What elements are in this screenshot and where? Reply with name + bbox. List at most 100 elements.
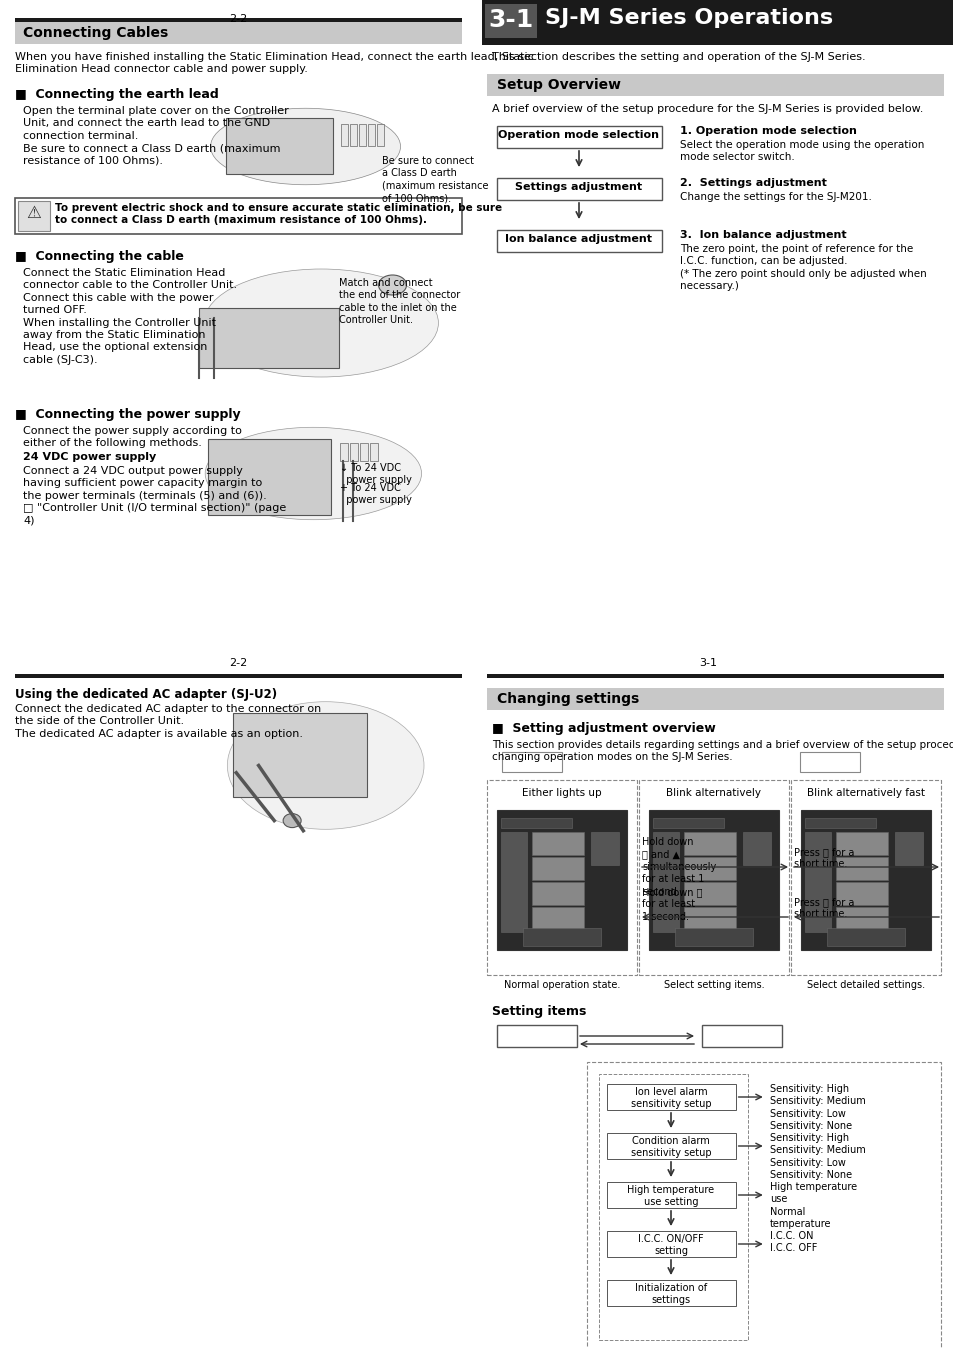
Bar bbox=[532, 832, 583, 855]
Bar bbox=[484, 4, 537, 38]
Text: ■  Connecting the power supply: ■ Connecting the power supply bbox=[15, 408, 240, 421]
Text: The zero point, the point of reference for the
I.C.C. function, can be adjusted.: The zero point, the point of reference f… bbox=[679, 244, 925, 291]
Bar bbox=[639, 780, 788, 975]
Bar bbox=[360, 443, 368, 461]
Bar bbox=[481, 0, 953, 42]
Ellipse shape bbox=[227, 702, 423, 829]
Bar bbox=[377, 124, 384, 146]
Bar bbox=[683, 882, 735, 905]
Bar bbox=[835, 907, 887, 930]
Bar bbox=[800, 752, 860, 772]
Bar bbox=[15, 198, 461, 235]
Text: Sensitivity: High
Sensitivity: Medium
Sensitivity: Low
Sensitivity: None: Sensitivity: High Sensitivity: Medium Se… bbox=[769, 1084, 864, 1131]
Text: Press ⓠ for a
short time.: Press ⓠ for a short time. bbox=[793, 847, 854, 869]
Bar bbox=[233, 713, 367, 797]
Bar bbox=[652, 818, 723, 828]
Bar bbox=[497, 231, 661, 252]
Text: Normal operation state.: Normal operation state. bbox=[503, 980, 619, 989]
Bar bbox=[486, 687, 943, 710]
Text: ■  Connecting the cable: ■ Connecting the cable bbox=[15, 249, 184, 263]
Text: Ion level alarm
sensitivity setup: Ion level alarm sensitivity setup bbox=[630, 1086, 711, 1109]
Text: This section provides details regarding settings and a brief overview of the set: This section provides details regarding … bbox=[492, 740, 953, 763]
Circle shape bbox=[580, 820, 589, 828]
Text: Open the terminal plate cover on the Controller
Unit, and connect the earth lead: Open the terminal plate cover on the Con… bbox=[23, 106, 289, 166]
Text: When you have finished installing the Static Elimination Head, connect the earth: When you have finished installing the St… bbox=[15, 53, 533, 74]
Bar bbox=[350, 443, 358, 461]
Circle shape bbox=[850, 931, 864, 945]
Bar bbox=[18, 201, 50, 231]
Text: Connect the power supply according to
either of the following methods.: Connect the power supply according to ei… bbox=[23, 426, 242, 449]
Bar bbox=[790, 780, 940, 975]
Text: Hold down ⓠ
for at least
1 second.: Hold down ⓠ for at least 1 second. bbox=[641, 887, 701, 922]
Ellipse shape bbox=[211, 108, 400, 185]
Circle shape bbox=[680, 931, 695, 945]
Text: Connecting Cables: Connecting Cables bbox=[23, 26, 168, 40]
Text: I.C.C. ON/OFF
setting: I.C.C. ON/OFF setting bbox=[638, 1233, 703, 1256]
Bar bbox=[486, 674, 943, 678]
Bar bbox=[341, 124, 348, 146]
Circle shape bbox=[884, 820, 892, 828]
Bar bbox=[801, 810, 930, 950]
Text: Setup Overview: Setup Overview bbox=[497, 78, 620, 92]
Circle shape bbox=[546, 931, 560, 945]
Text: Operation mode selection: Operation mode selection bbox=[498, 129, 659, 140]
Text: 1. Operation mode selection: 1. Operation mode selection bbox=[679, 125, 856, 136]
Text: Changing settings: Changing settings bbox=[497, 692, 639, 706]
Text: Using the dedicated AC adapter (SJ-U2): Using the dedicated AC adapter (SJ-U2) bbox=[15, 687, 276, 701]
Bar bbox=[198, 307, 338, 368]
Text: Sensitivity: High
Sensitivity: Medium
Sensitivity: Low
Sensitivity: None: Sensitivity: High Sensitivity: Medium Se… bbox=[769, 1134, 864, 1181]
Bar bbox=[15, 674, 461, 678]
Text: ⚠: ⚠ bbox=[27, 204, 41, 222]
Circle shape bbox=[897, 820, 904, 828]
Bar bbox=[500, 832, 526, 931]
Bar bbox=[497, 810, 626, 950]
Text: 3.  Ion balance adjustment: 3. Ion balance adjustment bbox=[679, 231, 845, 240]
Text: 2.  Settings adjustment: 2. Settings adjustment bbox=[679, 178, 826, 187]
Text: Either lights up: Either lights up bbox=[521, 789, 601, 798]
Text: Connect the Static Elimination Head
connector cable to the Controller Unit.
Conn: Connect the Static Elimination Head conn… bbox=[23, 268, 237, 365]
Ellipse shape bbox=[205, 427, 421, 520]
Circle shape bbox=[699, 931, 712, 945]
Bar bbox=[675, 927, 752, 946]
Bar bbox=[522, 927, 600, 946]
Bar bbox=[598, 1074, 747, 1340]
Text: Initialization of
settings: Initialization of settings bbox=[635, 1283, 706, 1305]
Text: Ion balance adjustment: Ion balance adjustment bbox=[505, 235, 652, 244]
Text: Select detailed settings.: Select detailed settings. bbox=[806, 980, 924, 989]
Text: I.C.C. ON
I.C.C. OFF: I.C.C. ON I.C.C. OFF bbox=[769, 1231, 816, 1254]
Text: Change the settings for the SJ-M201.: Change the settings for the SJ-M201. bbox=[679, 191, 871, 202]
Text: Setting items: Setting items bbox=[492, 1006, 586, 1018]
Bar bbox=[350, 124, 357, 146]
Circle shape bbox=[733, 820, 740, 828]
Text: SJ-M Series Operations: SJ-M Series Operations bbox=[544, 8, 832, 28]
Text: Match and connect
the end of the connector
cable to the inlet on the
Controller : Match and connect the end of the connect… bbox=[338, 278, 459, 325]
Bar bbox=[590, 832, 618, 865]
Bar bbox=[501, 752, 561, 772]
Bar bbox=[683, 832, 735, 855]
Bar bbox=[606, 1134, 735, 1159]
Text: Select the operation mode using the operation
mode selector switch.: Select the operation mode using the oper… bbox=[679, 140, 923, 162]
Text: 3-1: 3-1 bbox=[488, 8, 533, 32]
Bar bbox=[804, 832, 830, 931]
Text: 3-1: 3-1 bbox=[699, 658, 717, 669]
Circle shape bbox=[593, 820, 600, 828]
Bar bbox=[741, 832, 770, 865]
Text: Connect a 24 VDC output power supply
having sufficient power capacity margin to
: Connect a 24 VDC output power supply hav… bbox=[23, 466, 286, 526]
Text: Connect the dedicated AC adapter to the connector on
the side of the Controller : Connect the dedicated AC adapter to the … bbox=[15, 704, 321, 739]
Text: Hold down
ⓠ and ▲
simultaneously
for at least 1
second.: Hold down ⓠ and ▲ simultaneously for at … bbox=[641, 837, 716, 896]
Bar bbox=[683, 857, 735, 880]
Text: High temperature
use
Normal
temperature: High temperature use Normal temperature bbox=[769, 1182, 856, 1229]
Text: To prevent electric shock and to ensure accurate static elimination, be sure
to : To prevent electric shock and to ensure … bbox=[55, 204, 501, 225]
Text: ■  Setting adjustment overview: ■ Setting adjustment overview bbox=[492, 723, 715, 735]
Text: This section describes the setting and operation of the SJ-M Series.: This section describes the setting and o… bbox=[492, 53, 864, 62]
Bar bbox=[208, 439, 331, 515]
Bar bbox=[835, 857, 887, 880]
Bar bbox=[532, 857, 583, 880]
Bar bbox=[486, 74, 943, 96]
Bar bbox=[606, 1281, 735, 1306]
Bar bbox=[586, 1062, 940, 1348]
Bar bbox=[340, 443, 348, 461]
Text: Blink alternatively fast: Blink alternatively fast bbox=[806, 789, 924, 798]
Bar bbox=[606, 1231, 735, 1256]
Bar bbox=[15, 18, 461, 22]
